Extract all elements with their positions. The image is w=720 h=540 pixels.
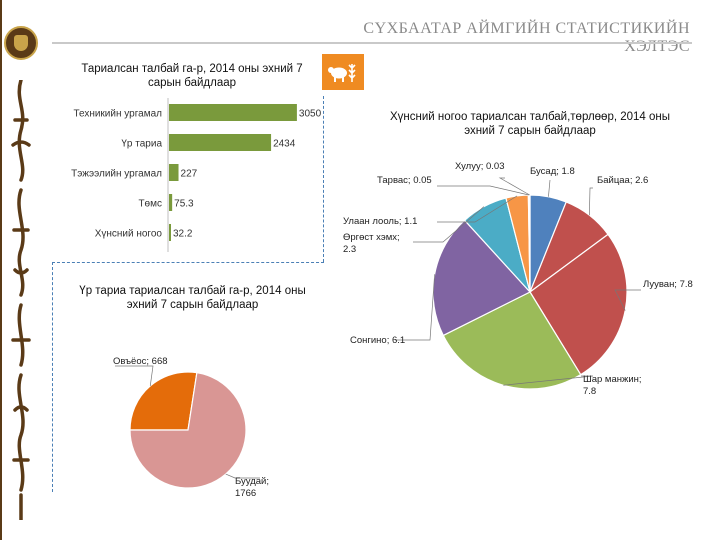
pie-slice-3 [442, 291, 582, 390]
pie-slice-1 [129, 371, 247, 489]
bar-2 [169, 164, 179, 181]
pie-leader-line [115, 365, 154, 387]
pie-slice-8 [528, 194, 531, 293]
pie-data-label: Хулуу; 0.03 [455, 161, 504, 172]
pie-data-label: Буудай; [235, 476, 269, 487]
bar-value-label: 32.2 [173, 229, 193, 240]
bar-category-label: Үр тариа [121, 139, 162, 150]
pie-slice-4 [432, 219, 531, 337]
pie-leader-line [503, 375, 594, 386]
emblem-center [14, 35, 28, 51]
divider-vertical [323, 96, 324, 262]
pie-data-label: Лууван; 7.8 [643, 279, 693, 290]
pie-data-label: Улаан лооль; 1.1 [343, 216, 417, 227]
pie-leader-line [548, 179, 551, 197]
divider-vertical-left [52, 262, 53, 492]
pie-data-label: 1766 [235, 488, 256, 499]
pie-data-label: 2.3 [343, 244, 356, 255]
sidebar [0, 0, 43, 540]
bar-category-label: Техникийн ургамал [73, 109, 162, 120]
state-emblem-icon [4, 26, 38, 60]
header-rule [52, 42, 692, 44]
bar-chart: Техникийн ургамал 3050 Үр тариа 2434 Тэжээли… [71, 98, 322, 252]
pie-leader-line [614, 289, 641, 311]
pie-data-label: Сонгино; 6.1 [350, 335, 405, 346]
bar-value-label: 75.3 [174, 199, 194, 210]
bar-chart-title: Тариалсан талбай га-р, 2014 оны эхний 7 … [81, 63, 303, 89]
bar-value-label: 227 [181, 169, 198, 180]
bar-0 [169, 104, 297, 121]
mongolian-script-decoration [11, 80, 31, 520]
pie-data-label: Байцаа; 2.6 [597, 175, 648, 186]
pie-data-label: Шар манжин; [583, 374, 642, 385]
bar-category-label: Тэжээлийн ургамал [71, 169, 162, 180]
pie-leader-line [413, 206, 485, 243]
sheep-wheat-icon [322, 54, 364, 90]
grain-pie-title: Үр тариа тариалсан талбай га-р, 2014 оны… [79, 285, 306, 311]
pie-data-label: 7.8 [583, 386, 596, 397]
vegetable-pie-chart: Бусад; 1.8 Байцаа; 2.6 Лууван; 7.8 Шар манж… [343, 161, 693, 397]
pie-leader-line [498, 177, 530, 196]
pie-data-label: Овъёос; 668 [113, 356, 168, 367]
bar-3 [169, 194, 173, 211]
bar-4 [169, 224, 171, 241]
bar-category-label: Төмс [138, 199, 162, 210]
vegetable-pie-title: Хүнсний ногоо тариалсан талбай,төрлөөр, … [389, 111, 671, 137]
pie-leader-line [225, 473, 260, 479]
pie-slice-0 [129, 371, 198, 431]
pie-leader-line [437, 195, 518, 223]
pie-leader-line [395, 274, 435, 341]
page-title: СҮХБААТАР АЙМГИЙН СТАТИСТИКИЙН ХЭЛТЭС [363, 20, 690, 55]
pie-data-label: Бусад; 1.8 [530, 166, 575, 177]
pie-data-label: Тарвас; 0.05 [377, 175, 432, 186]
pie-data-label: Өргөст хэмх; [343, 232, 400, 243]
pie-leader-line [589, 187, 593, 216]
bar-value-label: 3050 [299, 109, 322, 120]
pie-leader-line [437, 185, 529, 196]
bar-value-label: 2434 [273, 139, 296, 150]
bar-1 [169, 134, 272, 151]
grain-pie-chart: Овъёос; 668 Буудай;1766 [113, 356, 269, 499]
bar-category-label: Хүнсний ногоо [95, 229, 163, 240]
divider-horizontal [52, 262, 324, 263]
